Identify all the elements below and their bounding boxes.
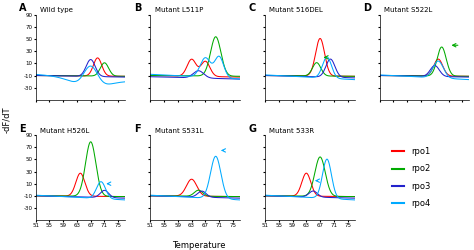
Text: Mutant S522L: Mutant S522L [384,7,432,13]
Text: -dF/dT: -dF/dT [2,107,11,133]
Text: Mutant 533R: Mutant 533R [269,128,315,134]
Text: A: A [19,3,27,13]
Text: B: B [134,3,142,13]
Text: D: D [364,3,372,13]
Text: Mutant 516DEL: Mutant 516DEL [269,7,323,13]
Text: Mutant H526L: Mutant H526L [40,128,90,134]
Text: G: G [249,124,257,134]
Text: Mutant S531L: Mutant S531L [155,128,203,134]
Legend: rpo1, rpo2, rpo3, rpo4: rpo1, rpo2, rpo3, rpo4 [388,144,434,212]
Text: F: F [134,124,141,134]
Text: E: E [19,124,26,134]
Text: C: C [249,3,256,13]
Text: Mutant L511P: Mutant L511P [155,7,203,13]
Text: Temperature: Temperature [173,240,226,250]
Text: Wild type: Wild type [40,7,73,13]
